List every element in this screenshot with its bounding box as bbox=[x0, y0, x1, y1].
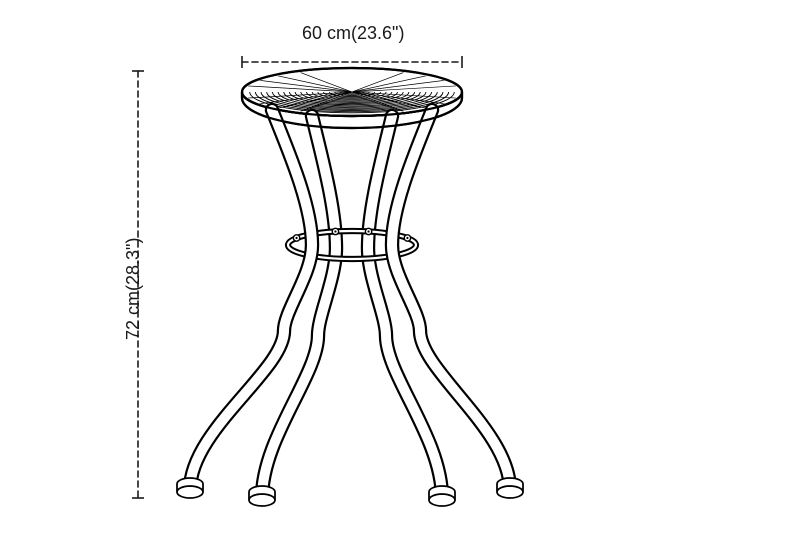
bistro-table-outline bbox=[177, 50, 523, 506]
table-dimension-drawing bbox=[0, 0, 800, 533]
width-imperial-text: (23.6") bbox=[351, 23, 404, 43]
height-imperial-text: (28.3") bbox=[123, 238, 143, 291]
width-metric-text: 60 cm bbox=[302, 23, 351, 43]
height-metric-text: 72 cm bbox=[123, 291, 143, 340]
diagram-stage: 60 cm(23.6") 72 cm(28.3") bbox=[0, 0, 800, 533]
height-dimension-label: 72 cm(28.3") bbox=[122, 238, 145, 340]
width-dimension-label: 60 cm(23.6") bbox=[302, 22, 404, 45]
